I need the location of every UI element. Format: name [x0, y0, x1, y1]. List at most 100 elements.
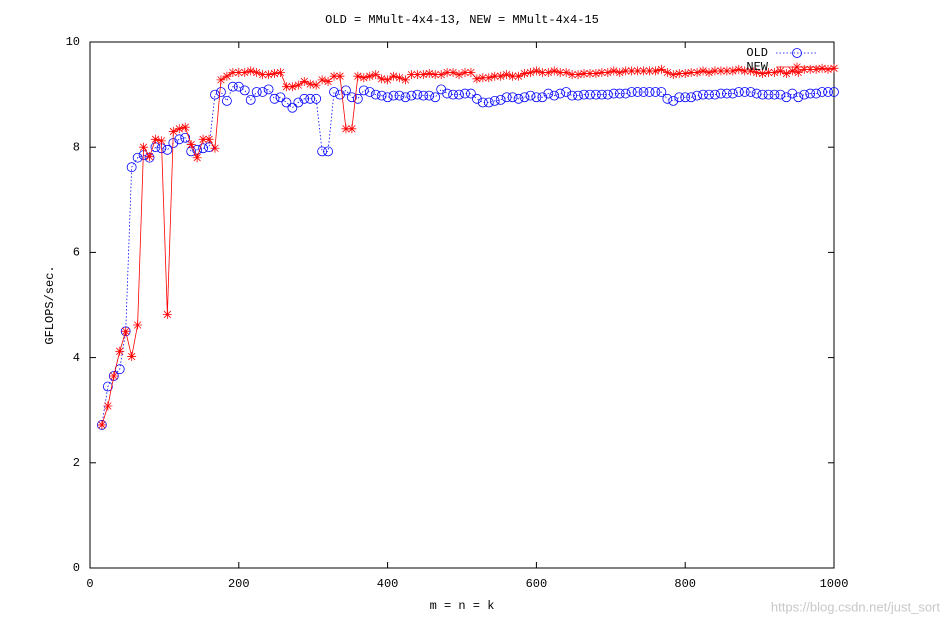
- point: [395, 73, 405, 83]
- point: [406, 90, 417, 101]
- point: [454, 89, 464, 100]
- point: [597, 68, 607, 78]
- legend-label: NEW: [746, 60, 768, 74]
- point: [180, 132, 191, 143]
- point: [418, 70, 428, 80]
- point: [293, 97, 304, 108]
- point: [287, 102, 298, 113]
- point: [174, 124, 184, 134]
- point: [668, 96, 679, 106]
- point: [198, 134, 208, 144]
- point: [489, 96, 500, 106]
- point: [561, 87, 572, 97]
- point: [317, 146, 328, 157]
- point: [352, 93, 363, 104]
- point: [692, 90, 703, 101]
- point: [102, 381, 113, 392]
- point: [620, 88, 631, 99]
- point: [394, 90, 405, 101]
- point: [543, 88, 554, 99]
- point: [323, 76, 333, 86]
- point: [817, 87, 827, 97]
- point: [365, 71, 375, 81]
- point: [483, 97, 494, 108]
- y-tick-label: 8: [73, 140, 80, 154]
- point: [579, 69, 589, 79]
- point: [734, 64, 744, 74]
- point: [823, 87, 833, 97]
- point: [680, 92, 691, 103]
- point: [727, 88, 738, 99]
- point: [811, 64, 821, 74]
- point: [638, 87, 649, 97]
- chart-title: OLD = MMult-4x4-13, NEW = MMult-4x4-15: [325, 13, 599, 27]
- x-tick-label: 200: [228, 577, 250, 591]
- point: [448, 68, 458, 78]
- point: [400, 75, 410, 85]
- point: [258, 70, 268, 80]
- x-tick-label: 0: [86, 577, 93, 591]
- point: [221, 96, 232, 106]
- point: [502, 70, 512, 80]
- point: [692, 68, 702, 78]
- point: [811, 88, 822, 99]
- point: [389, 71, 399, 81]
- point: [115, 346, 125, 356]
- y-tick-label: 0: [73, 561, 80, 575]
- point: [204, 134, 214, 144]
- point: [400, 92, 411, 103]
- point: [609, 66, 619, 76]
- watermark: https://blog.csdn.net/just_sort: [771, 599, 940, 614]
- legend-label: OLD: [746, 46, 768, 60]
- point: [716, 66, 726, 76]
- point: [466, 68, 476, 78]
- point: [269, 93, 280, 104]
- point: [817, 63, 827, 73]
- point: [358, 85, 369, 96]
- point: [531, 92, 542, 103]
- point: [275, 68, 285, 78]
- point: [573, 90, 583, 101]
- point: [424, 69, 434, 79]
- point: [383, 75, 393, 85]
- point: [591, 89, 601, 100]
- point: [573, 70, 583, 80]
- point: [549, 66, 559, 76]
- point: [430, 92, 441, 103]
- point: [216, 75, 226, 85]
- point: [805, 88, 816, 99]
- point: [621, 66, 631, 76]
- point: [442, 68, 452, 78]
- y-tick-label: 4: [73, 351, 80, 365]
- point: [507, 92, 518, 103]
- point: [287, 82, 297, 92]
- point: [787, 88, 798, 99]
- point: [222, 71, 232, 81]
- point: [722, 66, 732, 76]
- point: [210, 89, 220, 100]
- point: [781, 69, 791, 79]
- point: [740, 66, 750, 76]
- point: [650, 87, 661, 97]
- point: [382, 92, 393, 103]
- point: [525, 90, 536, 101]
- point: [335, 71, 345, 81]
- point: [210, 143, 220, 153]
- point: [150, 134, 160, 144]
- point: [263, 84, 274, 95]
- point: [650, 66, 660, 76]
- point: [174, 134, 185, 145]
- point: [579, 89, 589, 100]
- point: [787, 66, 797, 76]
- y-tick-label: 10: [66, 35, 80, 49]
- point: [311, 93, 322, 104]
- point: [484, 73, 494, 83]
- point: [603, 68, 613, 78]
- point: [514, 71, 524, 81]
- point: [555, 68, 565, 78]
- point: [233, 81, 244, 92]
- point: [478, 73, 488, 83]
- point: [775, 89, 786, 100]
- point: [644, 66, 654, 76]
- point: [585, 89, 595, 100]
